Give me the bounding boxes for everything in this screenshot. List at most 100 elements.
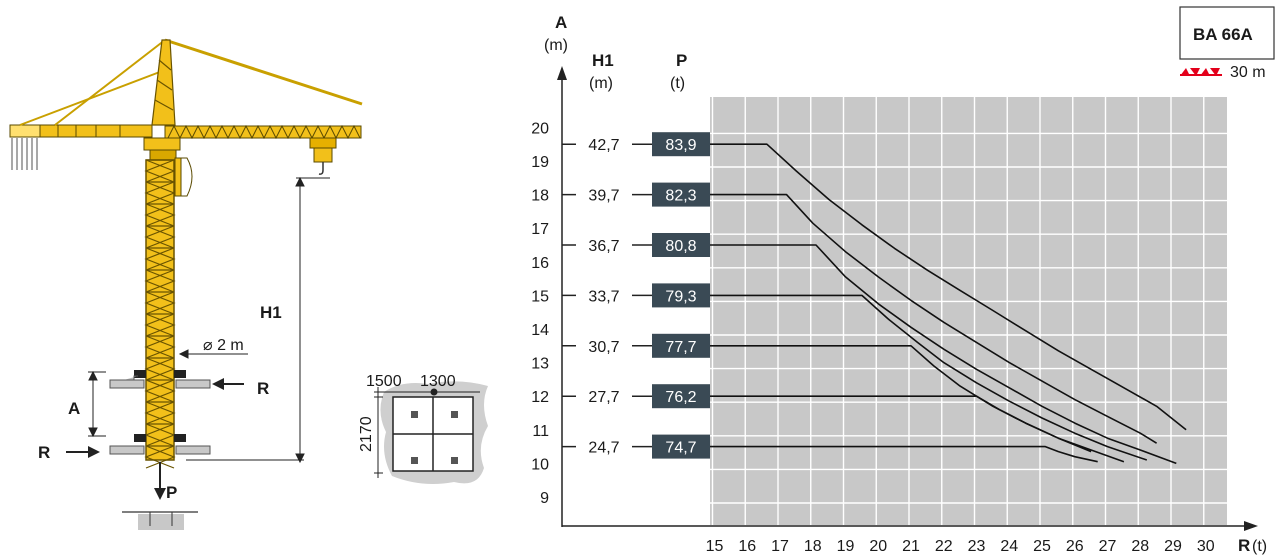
tower-head (151, 39, 176, 126)
p-value: 74,7 (665, 440, 696, 457)
pendant-line-back (19, 69, 166, 126)
x-axis-arrow (1244, 521, 1258, 531)
x-tick-label: 20 (869, 538, 887, 555)
y-tick-label: 16 (531, 255, 549, 272)
dimension-lines (88, 176, 330, 464)
foundation-block (122, 511, 198, 530)
mast-diameter-label: ⌀ 2 m (203, 337, 244, 354)
p-value: 77,7 (665, 339, 696, 356)
h1-value: 39,7 (588, 188, 619, 205)
x-tick-label: 19 (837, 538, 855, 555)
x-tick-label: 15 (706, 538, 724, 555)
p-cell (652, 384, 710, 409)
h1-cell (576, 182, 632, 207)
h1-cell (576, 434, 632, 459)
crane-drawing: H1 A R R P ⌀ 2 m (9, 38, 363, 530)
y-axis-arrow (557, 66, 567, 80)
y-tick-label: 10 (531, 456, 549, 473)
load-curve-4 (710, 294, 1148, 461)
a-label: A (68, 399, 80, 418)
y-tick-label: 12 (531, 389, 549, 406)
h1-column-title: H1 (592, 51, 614, 70)
p-label: P (166, 483, 177, 502)
r-label-right: R (257, 379, 269, 398)
h1-value: 42,7 (588, 137, 619, 154)
r-label-left: R (38, 443, 50, 462)
dim-1300: 1300 (420, 373, 456, 390)
y-tick-label: 13 (531, 356, 549, 373)
y-tick-label: 15 (531, 288, 549, 305)
load-curve-1 (710, 143, 1187, 431)
x-tick-label: 23 (968, 538, 986, 555)
trolley-hook-icon (309, 137, 337, 175)
load-curve-2 (710, 193, 1158, 444)
p-value: 82,3 (665, 188, 696, 205)
x-tick-label: 21 (902, 538, 920, 555)
h1-cell (576, 333, 632, 358)
x-tick-label: 27 (1099, 538, 1117, 555)
h1-cell (576, 132, 632, 157)
h1-value: 27,7 (588, 389, 619, 406)
y-tick-label: 20 (531, 120, 549, 137)
p-column-unit: (t) (670, 75, 685, 92)
force-arrows (66, 378, 244, 500)
x-tick-label: 16 (738, 538, 756, 555)
p-value: 80,8 (665, 238, 696, 255)
tower-mast (144, 159, 176, 469)
h1-cell (576, 283, 632, 308)
x-tick-label: 28 (1131, 538, 1149, 555)
x-axis-unit: (t) (1252, 538, 1267, 555)
x-tick-label: 24 (1000, 538, 1018, 555)
x-tick-label: 22 (935, 538, 953, 555)
p-cell (652, 434, 710, 459)
p-cell (652, 182, 710, 207)
p-cell (652, 283, 710, 308)
y-axis-unit: (m) (544, 37, 568, 54)
dim-1500: 1500 (366, 373, 402, 390)
h1-value: 24,7 (588, 440, 619, 457)
p-value: 79,3 (665, 288, 696, 305)
y-tick-label: 9 (540, 490, 549, 507)
p-value: 76,2 (665, 389, 696, 406)
h1-value: 30,7 (588, 339, 619, 356)
model-badge: BA 66A 30 m (1179, 6, 1275, 81)
load-curve-7 (710, 445, 1098, 463)
pendant-line-front (164, 38, 363, 106)
y-tick-label: 17 (531, 221, 549, 238)
y-tick-label: 11 (532, 423, 549, 440)
y-tick-label: 18 (531, 188, 549, 205)
p-column-title: P (676, 51, 687, 70)
x-tick-label: 18 (804, 538, 822, 555)
height-marker-icon (1180, 68, 1222, 76)
h1-value: 33,7 (588, 288, 619, 305)
h1-cell (576, 384, 632, 409)
y-axis-title: A (555, 13, 567, 32)
x-axis-title: R (1238, 536, 1250, 555)
p-cell (652, 233, 710, 257)
p-value: 83,9 (665, 137, 696, 154)
load-chart: 9 10 11 12 13 14 15 16 17 18 19 20 15 16 17 18 19 20 21 22… (531, 13, 1267, 555)
load-curve-6 (710, 395, 1092, 453)
x-tick-label: 26 (1066, 538, 1084, 555)
h1-value: 36,7 (588, 238, 619, 255)
base-plan-drawing: 1500 1300 2170 (358, 373, 488, 484)
slewing-unit (143, 137, 181, 151)
h1-cell (576, 233, 632, 257)
y-tick-label: 14 (531, 322, 549, 339)
climbing-collars (109, 370, 211, 455)
x-tick-label: 30 (1197, 538, 1215, 555)
counterweight-icon (11, 138, 38, 170)
p-cell (652, 132, 710, 157)
x-tick-label: 29 (1164, 538, 1182, 555)
p-cell (652, 333, 710, 358)
x-tick-label: 25 (1033, 538, 1051, 555)
load-curve-3 (710, 244, 1177, 465)
dim-2170: 2170 (358, 416, 375, 452)
h1-column-unit: (m) (589, 75, 613, 92)
x-tick-label: 17 (771, 538, 789, 555)
jib (164, 124, 362, 140)
model-name: BA 66A (1193, 25, 1253, 44)
h1-label: H1 (260, 303, 282, 322)
y-tick-label: 19 (531, 154, 549, 171)
